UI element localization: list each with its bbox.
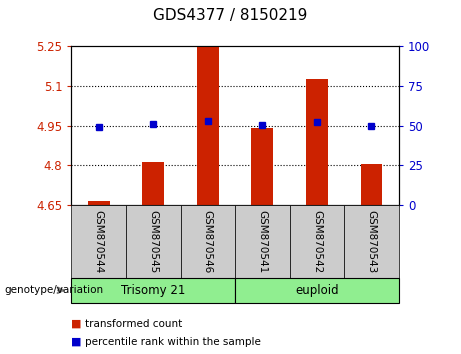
Text: GSM870545: GSM870545 xyxy=(148,210,158,273)
Text: GSM870544: GSM870544 xyxy=(94,210,104,273)
Text: transformed count: transformed count xyxy=(85,319,183,329)
Text: GDS4377 / 8150219: GDS4377 / 8150219 xyxy=(154,8,307,23)
Text: GSM870542: GSM870542 xyxy=(312,210,322,273)
Bar xyxy=(361,164,382,205)
Text: percentile rank within the sample: percentile rank within the sample xyxy=(85,337,261,347)
Text: Trisomy 21: Trisomy 21 xyxy=(121,284,185,297)
Bar xyxy=(306,79,328,205)
Text: euploid: euploid xyxy=(295,284,339,297)
Text: ■: ■ xyxy=(71,319,82,329)
Bar xyxy=(252,128,273,205)
Bar xyxy=(197,47,219,205)
Text: GSM870541: GSM870541 xyxy=(257,210,267,273)
Bar xyxy=(142,161,164,205)
Text: ■: ■ xyxy=(71,337,82,347)
Text: genotype/variation: genotype/variation xyxy=(5,285,104,295)
Text: GSM870546: GSM870546 xyxy=(203,210,213,273)
Text: GSM870543: GSM870543 xyxy=(366,210,377,273)
Bar xyxy=(88,200,110,205)
